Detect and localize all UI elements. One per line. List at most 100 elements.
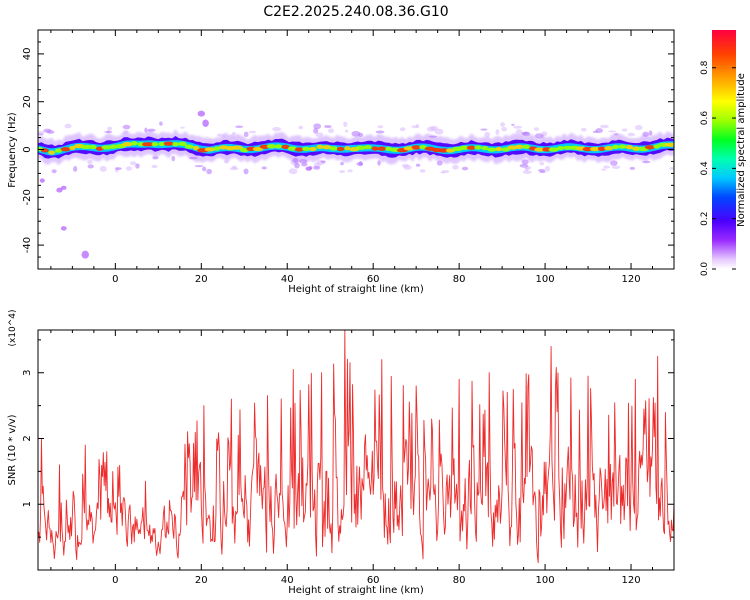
- spectrogram-scatter-speck: [534, 133, 544, 139]
- spectrogram-scatter-speck: [401, 163, 410, 168]
- spectrogram-scatter-speck: [544, 165, 551, 172]
- spectrogram-scatter-speck: [73, 165, 78, 172]
- spectrogram-scatter-speck: [99, 165, 107, 172]
- spectrogram-x-tick-label: 60: [367, 274, 380, 285]
- spectrogram-scatter-speck: [221, 134, 226, 138]
- spectrogram-scatter-speck: [621, 128, 628, 132]
- spectrogram-y-tick-label: 20: [22, 95, 33, 108]
- spectrogram-scatter-speck: [611, 165, 621, 169]
- spectrogram-scatter-speck: [135, 163, 140, 169]
- spectrogram-scatter-speck: [292, 157, 299, 164]
- spectrogram-scatter-speck: [461, 166, 469, 171]
- spectrogram-scatter-speck: [328, 128, 334, 134]
- spectrogram-scatter-speck: [229, 167, 239, 171]
- spectrogram-scatter-speck: [308, 165, 313, 170]
- spectrogram-outlier-point: [81, 250, 90, 259]
- spectrogram-y-axis-label: Frequency (Hz): [7, 112, 18, 188]
- snr-panel: 0 20 40 60 80 100 120 1 2 3 (x10^4) Height of str…: [7, 309, 675, 596]
- spectrogram-scatter-speck: [202, 166, 207, 172]
- spectrogram-scatter-speck: [521, 159, 529, 165]
- spectrogram-x-tick-label: 40: [281, 274, 294, 285]
- snr-plot-area: [38, 330, 674, 570]
- spectrogram-scatter-speck: [501, 126, 507, 132]
- figure-title: C2E2.2025.240.08.36.G10: [263, 4, 448, 20]
- spectrogram-scatter-speck: [125, 166, 133, 171]
- colorbar-tick-label: 0.4: [700, 161, 710, 176]
- spectrogram-scatter-speck: [377, 160, 381, 166]
- spectrogram-outlier-point: [202, 119, 209, 127]
- spectrogram-peak-blob: [364, 144, 372, 150]
- spectrogram-peak-blob: [556, 145, 565, 151]
- colorbar-label: Normalized spectral amplitude: [736, 73, 747, 227]
- spectrogram-outlier-point: [39, 178, 45, 183]
- spectrogram-scatter-speck: [343, 121, 348, 127]
- spectrogram-outlier-point: [60, 226, 67, 231]
- spectrogram-scatter-speck: [288, 168, 298, 175]
- spectrogram-peak-blob: [121, 142, 134, 147]
- spectrogram-scatter-speck: [642, 131, 649, 137]
- spectrogram-scatter-speck: [323, 125, 332, 129]
- spectrogram-scatter-speck: [533, 127, 539, 131]
- spectrogram-scatter-speck: [627, 132, 635, 137]
- spectrogram-scatter-speck: [603, 165, 611, 169]
- spectrogram-scatter-speck: [648, 130, 653, 136]
- spectrogram-panel: 0 20 40 60 80 100 120 -40 -20 0 20 40 Height of str…: [7, 29, 675, 295]
- spectrogram-peak-blob: [281, 144, 290, 150]
- snr-x-axis-label: Height of straight line (km): [288, 585, 424, 596]
- spectrogram-y-tick-label: 40: [22, 48, 33, 61]
- spectrogram-scatter-speck: [340, 161, 344, 166]
- spectrogram-peak-blob: [266, 144, 277, 149]
- spectrogram-peak-blob: [204, 147, 216, 152]
- spectrogram-scatter-speck: [500, 122, 505, 127]
- spectrogram-y-tick-label: -40: [22, 237, 33, 253]
- spectrogram-scatter-speck: [188, 156, 198, 160]
- spectrogram-scatter-speck: [495, 129, 500, 135]
- spectrogram-scatter-speck: [261, 166, 267, 170]
- spectrogram-scatter-speck: [235, 125, 244, 129]
- snr-y-tick-label: 3: [22, 370, 33, 376]
- spectrogram-scatter-speck: [513, 125, 522, 129]
- spectrogram-peak-blob: [69, 145, 76, 151]
- snr-x-tick-label: 100: [536, 575, 555, 586]
- spectrogram-peak-blob: [172, 142, 179, 147]
- spectrogram-peak-blob: [192, 145, 200, 151]
- spectrogram-x-tick-label: 0: [112, 274, 118, 285]
- spectrogram-scatter-speck: [144, 127, 148, 133]
- spectrogram-scatter-speck: [223, 159, 230, 164]
- spectrogram-scatter-speck: [436, 160, 443, 166]
- spectrogram-scatter-speck: [151, 164, 158, 169]
- spectrogram-peak-blob: [474, 145, 482, 150]
- spectrogram-peak-blob: [101, 145, 113, 150]
- spectrogram-outlier-point: [61, 185, 67, 190]
- spectrogram-peak-blob: [151, 142, 159, 147]
- spectrogram-peak-blob: [644, 145, 656, 150]
- spectrogram-peak-blob: [597, 146, 606, 151]
- spectrogram-peak-blob: [55, 148, 63, 153]
- spectrogram-scatter-speck: [592, 130, 599, 133]
- spectrogram-peak-blob: [481, 145, 489, 151]
- spectrogram-peak-blob: [294, 147, 304, 152]
- spectrogram-peak-blob: [287, 146, 298, 151]
- spectrogram-scatter-speck: [515, 129, 523, 134]
- spectrogram-peak-blob: [321, 145, 332, 150]
- spectrogram-scatter-speck: [522, 170, 532, 174]
- spectrogram-scatter-speck: [248, 130, 256, 134]
- spectrogram-peak-blob: [178, 141, 187, 146]
- spectrogram-peak-blob: [625, 145, 634, 150]
- spectrogram-peak-blob: [213, 146, 221, 151]
- spectrogram-peak-blob: [371, 146, 379, 151]
- spectrogram-scatter-speck: [122, 124, 131, 130]
- snr-x-tick-label: 80: [453, 575, 466, 586]
- spectrogram-axes: 0 20 40 60 80 100 120 -40 -20 0 20 40: [22, 29, 675, 285]
- spectrogram-x-axis-label: Height of straight line (km): [288, 284, 424, 295]
- spectrogram-scatter-speck: [399, 127, 406, 132]
- colorbar-tick-label: 0.2: [700, 212, 710, 226]
- spectrogram-peak-blob: [48, 150, 56, 155]
- spectrogram-scatter-speck: [524, 166, 532, 170]
- spectrogram-scatter-speck: [216, 133, 223, 137]
- spectrogram-peak-blob: [309, 146, 317, 152]
- spectrogram-scatter-speck: [608, 130, 617, 133]
- spectrogram-scatter-speck: [669, 167, 674, 170]
- spectrogram-scatter-speck: [599, 124, 609, 129]
